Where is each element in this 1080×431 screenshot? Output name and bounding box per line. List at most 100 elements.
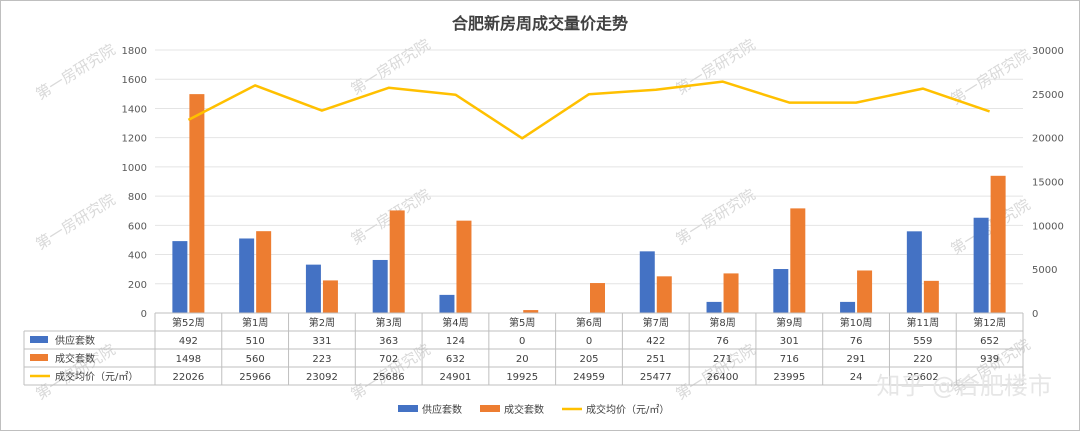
bar-deals <box>923 280 939 313</box>
bar-supply <box>639 251 655 313</box>
bar-deals <box>256 231 272 313</box>
y-left-tick-label: 200 <box>128 280 147 291</box>
table-cell-value: 24959 <box>573 372 605 383</box>
x-category-label: 第3周 <box>376 316 402 329</box>
table-cell-value: 1498 <box>176 354 201 365</box>
y-right-tick-label: 0 <box>1032 309 1038 320</box>
bars <box>172 94 1006 314</box>
bar-supply <box>706 301 722 313</box>
table-cell-value: 291 <box>847 354 866 365</box>
table-cell-value: 22026 <box>172 372 204 383</box>
table-cell-value: 25966 <box>239 372 271 383</box>
x-category-label: 第5周 <box>509 316 535 329</box>
bar-supply <box>239 238 255 313</box>
x-category-label: 第8周 <box>709 316 735 329</box>
table-cell-value: 220 <box>913 354 932 365</box>
table-cell-value: 205 <box>579 354 598 365</box>
table-cell-value: 0 <box>586 336 592 347</box>
table-series-label: 成交均价（元/㎡） <box>55 370 138 383</box>
bar-deals <box>857 270 873 313</box>
gridlines <box>155 49 1023 314</box>
x-category-label: 第52周 <box>172 316 205 329</box>
watermark-text: 第一房研究院 <box>33 40 119 103</box>
bar-supply <box>305 264 321 313</box>
table-cell-value: 25686 <box>373 372 405 383</box>
x-category-label: 第12周 <box>973 316 1006 329</box>
bar-deals <box>523 310 539 313</box>
table-cell-value: 19925 <box>506 372 538 383</box>
data-table: 第52周 第1周 第2周 第3周 第4周 第5周 第6周 第7周 第8周 第9周 第10周 第11周 第… <box>23 312 1024 386</box>
table-cell-value: 559 <box>913 336 932 347</box>
bar-deals <box>189 94 205 314</box>
x-category-label: 第10周 <box>840 316 873 329</box>
bar-supply <box>773 269 789 313</box>
legend: 供应套数 成交套数 成交均价（元/㎡） <box>398 403 669 416</box>
table-cell-value: 20 <box>516 354 529 365</box>
bar-supply <box>906 231 922 313</box>
x-category-label: 第2周 <box>309 316 335 329</box>
legend-key <box>480 405 500 412</box>
table-cell-value: 124 <box>446 336 465 347</box>
table-cell-value: 939 <box>980 354 999 365</box>
bar-supply <box>840 301 856 313</box>
y-right-tick-label: 30000 <box>1032 46 1064 57</box>
x-category-label: 第1周 <box>242 316 268 329</box>
table-cell-value: 23092 <box>306 372 338 383</box>
y-left-tick-label: 1400 <box>122 104 147 115</box>
x-category-label: 第7周 <box>643 316 669 329</box>
y-right-tick-label: 25000 <box>1032 90 1064 101</box>
table-cell-value: 560 <box>246 354 265 365</box>
bar-deals <box>590 283 605 313</box>
table-cell-value: 301 <box>780 336 799 347</box>
table-cell-value: 76 <box>850 336 863 347</box>
watermark-text: 第一房研究院 <box>948 45 1034 108</box>
x-category-label: 第4周 <box>442 316 468 329</box>
bar-supply <box>973 217 989 313</box>
table-cell-value: 23995 <box>773 372 805 383</box>
bar-supply <box>172 241 188 313</box>
table-cell-value: 632 <box>446 354 465 365</box>
table-cell-value: 510 <box>246 336 265 347</box>
chart-title: 合肥新房周成交量价走势 <box>451 14 628 33</box>
y-right-tick-label: 5000 <box>1032 265 1057 276</box>
table-cell-value: 716 <box>780 354 799 365</box>
y-left-tick-label: 1200 <box>122 134 147 145</box>
table-cell-value: 492 <box>179 336 198 347</box>
table-cell-value: 223 <box>312 354 331 365</box>
watermark-text: 第一房研究院 <box>673 185 759 248</box>
y-left-tick-label: 400 <box>128 251 147 262</box>
bar-supply <box>439 294 455 313</box>
table-legend-key <box>30 354 48 361</box>
table-series-label: 供应套数 <box>55 334 95 347</box>
legend-key <box>398 405 418 412</box>
y-left-tick-label: 1600 <box>122 75 147 86</box>
y-left-tick-label: 0 <box>141 309 147 320</box>
y-left-tick-label: 800 <box>128 192 147 203</box>
table-cell-value: 24 <box>850 372 863 383</box>
y-left-tick-label: 1000 <box>122 163 147 174</box>
table-cell-value: 76 <box>716 336 729 347</box>
watermark-text: 第一房研究院 <box>948 195 1034 258</box>
axes: 0 200 400 600 800 1000 1200 1400 1600 1800 0 5000 10… <box>122 46 1064 320</box>
table-cell-value: 0 <box>519 336 525 347</box>
table-cell-value: 25602 <box>907 372 939 383</box>
x-category-label: 第9周 <box>776 316 802 329</box>
y-left-tick-label: 600 <box>128 221 147 232</box>
y-right-tick-label: 20000 <box>1032 134 1064 145</box>
watermark-text: 第一房研究院 <box>33 190 119 253</box>
table-cell-value: 26400 <box>707 372 739 383</box>
table-cell-value: 702 <box>379 354 398 365</box>
y-right-tick-label: 10000 <box>1032 221 1064 232</box>
legend-label: 成交套数 <box>504 403 544 416</box>
bar-deals <box>990 175 1006 313</box>
table-cell-value: 652 <box>980 336 999 347</box>
price-line <box>187 80 991 140</box>
bar-deals <box>790 208 806 313</box>
table-cell-value: 24901 <box>440 372 472 383</box>
table-cell-value: 25477 <box>640 372 672 383</box>
table-cell-value: 331 <box>312 336 331 347</box>
table-cell-value: 422 <box>646 336 665 347</box>
table-legend-key <box>30 336 48 343</box>
legend-label: 成交均价（元/㎡） <box>586 403 669 416</box>
